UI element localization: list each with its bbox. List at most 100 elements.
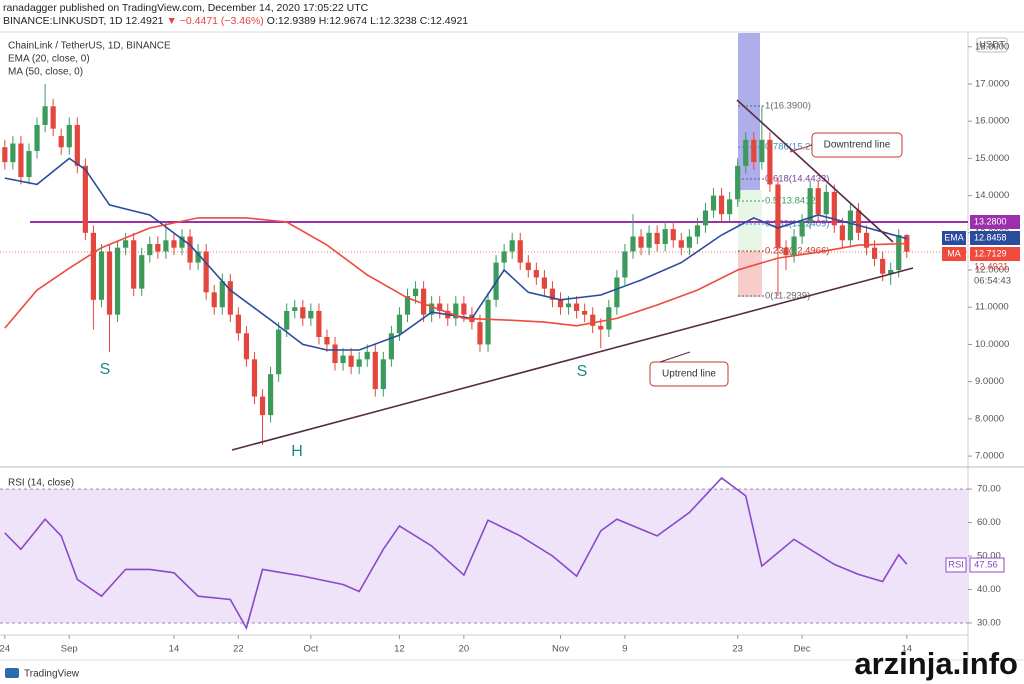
x-tick-label: Nov [552,644,569,655]
series-name-bg [945,557,967,573]
uptrend-line [231,267,914,451]
candle-body [155,243,161,252]
candle-body [485,299,491,345]
candle-body [203,251,209,293]
candle-body [404,296,411,315]
candle-body [735,165,741,200]
candle-body [259,396,266,416]
x-tick-label: 9 [622,644,627,655]
candle-body [74,124,80,166]
annotation-box [649,361,729,387]
price-tag: 12.4921 [974,262,1008,273]
candle-body [114,247,121,315]
fib-label: 0.236(12.4966) [765,246,829,257]
currency: USDT [979,40,1005,51]
position-zone [738,252,762,297]
candle-body [147,243,153,256]
candle-body [807,188,813,222]
candle-body [880,258,886,274]
candle-body [799,221,805,237]
candle-body [767,139,773,185]
candle-body [525,262,531,271]
y-tick-label: 9.0000 [975,376,1004,387]
y-tick-label: 7.0000 [975,451,1004,462]
candle-body [775,184,781,248]
candle-body [718,195,725,215]
candle-body [710,195,717,211]
indicator-line [4,217,907,329]
candle-body [276,329,282,375]
series-name-bg [942,247,966,261]
candle-body [58,136,64,148]
series-name: RSI [948,560,964,571]
candle-body [195,251,201,263]
candle-body [324,337,330,345]
annotation: Uptrend line [662,369,716,380]
y-tick-label: 8.0000 [975,413,1004,424]
candle-body [163,240,169,252]
y-tick-label: 15.0000 [975,153,1009,164]
candle-body [694,225,701,237]
logo-icon [5,668,19,678]
candle-body [396,314,403,334]
candle-body [574,303,580,311]
candle-body [227,281,233,315]
candle-body [662,229,668,244]
candle-body [557,299,564,308]
candle-body [171,240,177,248]
level-tag: 13.2800 [974,216,1007,226]
y-tick-label: 11.0000 [975,302,1009,313]
last: 12.4921 [126,15,164,27]
series-last-tag: 47.56 [974,560,998,571]
fib-label: 0.382(13.2409) [765,219,829,230]
candle-body [565,303,572,308]
publisher: ranadagger published on TradingView.com,… [3,2,369,14]
candle-body [380,359,386,390]
x-tick-label: 14 [902,644,913,655]
x-tick-label: 20 [459,644,470,655]
candle-body [90,232,97,300]
candle-body [614,277,620,308]
candle-body [863,232,870,248]
y-tick-label: 14.0000 [975,190,1009,201]
candle-body [267,374,274,416]
candle-body [340,355,346,364]
fib-label: 0.618(14.4433) [765,174,829,185]
candle-body [549,288,556,300]
candle-body [831,191,837,226]
y-tick-label: 50.00 [977,551,1001,562]
candle-body [759,139,765,163]
currency-box [976,37,1008,53]
y-tick-label: 16.0000 [975,116,1009,127]
logo-text: TradingView [24,669,80,680]
candle-body [26,150,32,177]
candle-body [243,333,250,360]
candle-body [686,236,692,248]
series-last-tag-bg [970,247,1020,261]
candle-body [364,351,370,360]
series-name-bg [942,231,966,245]
rsi-band [0,489,968,623]
candle-body [598,325,604,330]
candle-body [791,236,797,256]
series-last-tag: 12.7129 [974,248,1007,258]
candle-body [871,247,878,259]
candle-body [429,303,435,315]
candle-body [187,236,193,263]
price-plot [2,83,910,445]
candle-body [251,359,258,397]
candle-body [66,124,72,148]
candle-body [308,310,314,319]
candle-body [2,147,8,163]
legend-entry: EMA (20, close, 0) [8,54,90,65]
candle-body [332,344,338,364]
chart-title: ChainLink / TetherUS, 1D, BINANCE [8,41,171,52]
candle-body [292,307,298,311]
candle-body [533,270,539,278]
footer: TradingView arzinja.info [5,646,1018,681]
series-last-tag: 12.8458 [974,232,1007,242]
candle-body [815,188,821,215]
x-tick-label: 24 [0,644,10,655]
y-tick-label: 12.0000 [975,265,1009,276]
series-last-tag-bg [970,231,1020,245]
